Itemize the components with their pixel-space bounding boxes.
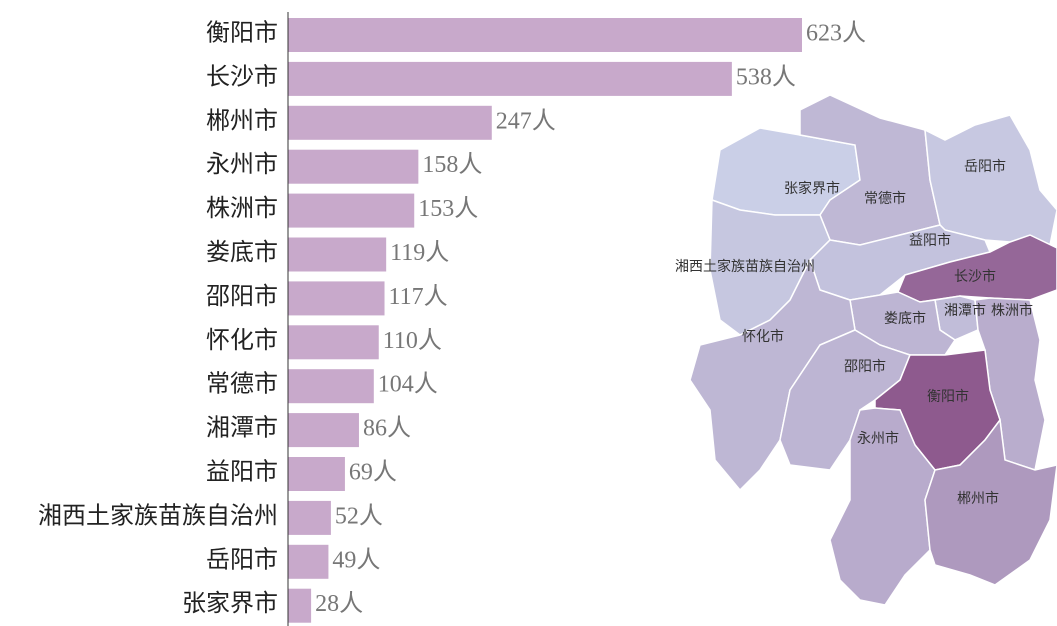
bar	[288, 149, 419, 184]
region-label: 娄底市	[884, 310, 926, 327]
region-label: 怀化市	[742, 328, 784, 345]
map-region	[924, 114, 1057, 246]
bar	[288, 105, 492, 140]
region-label: 永州市	[857, 430, 899, 447]
category-label: 湘西土家族苗族自治州	[38, 502, 278, 529]
region-label: 衡阳市	[927, 388, 969, 405]
region-label: 岳阳市	[964, 158, 1006, 175]
value-label: 104人	[378, 372, 438, 398]
bar	[288, 61, 732, 96]
category-label: 长沙市	[206, 63, 278, 90]
region-label: 益阳市	[909, 232, 951, 249]
region-label: 湘西土家族苗族自治州	[675, 258, 815, 275]
value-label: 538人	[736, 64, 796, 90]
region-label: 张家界市	[784, 180, 840, 197]
map-region	[829, 407, 936, 606]
region-label: 郴州市	[957, 490, 999, 507]
region-label: 常德市	[864, 190, 906, 207]
category-label: 衡阳市	[206, 20, 278, 47]
value-label: 119人	[390, 240, 449, 266]
region-label: 株洲市	[991, 302, 1033, 319]
value-label: 52人	[335, 503, 383, 529]
bar	[288, 325, 379, 360]
bar	[288, 413, 359, 448]
region-label: 长沙市	[954, 268, 996, 285]
bar	[288, 193, 415, 228]
value-label: 28人	[315, 591, 363, 617]
value-label: 110人	[383, 328, 442, 354]
value-label: 86人	[363, 416, 411, 442]
category-label: 益阳市	[206, 459, 278, 486]
category-label: 永州市	[206, 151, 278, 178]
value-label: 49人	[332, 547, 380, 573]
value-label: 247人	[496, 108, 556, 134]
category-label: 岳阳市	[206, 546, 278, 573]
bar	[288, 588, 312, 623]
value-label: 158人	[422, 152, 482, 178]
value-label: 153人	[418, 196, 478, 222]
bar	[288, 457, 345, 491]
value-label: 117人	[389, 284, 448, 310]
value-label: 69人	[349, 460, 397, 486]
region-label: 湘潭市	[944, 302, 986, 319]
bar	[288, 18, 802, 52]
category-label: 邵阳市	[206, 283, 278, 310]
bar	[288, 281, 385, 316]
map-region	[924, 418, 1057, 586]
bar	[288, 544, 329, 579]
bar	[288, 237, 387, 272]
bar	[288, 369, 374, 404]
category-label: 湘潭市	[206, 415, 278, 442]
category-label: 常德市	[206, 371, 278, 398]
category-label: 娄底市	[206, 239, 278, 266]
category-label: 株洲市	[206, 195, 278, 222]
region-label: 邵阳市	[844, 358, 886, 375]
category-label: 怀化市	[206, 327, 278, 354]
category-label: 郴州市	[206, 107, 278, 134]
bar	[288, 500, 331, 535]
category-label: 张家界市	[182, 590, 278, 617]
value-label: 623人	[806, 21, 866, 47]
